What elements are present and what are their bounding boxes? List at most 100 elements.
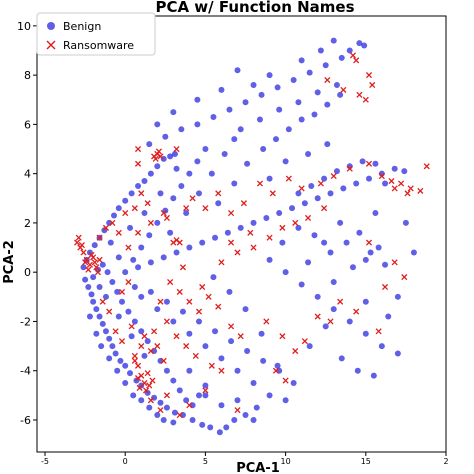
benign-point [256,116,263,123]
benign-point [337,219,344,226]
ransomware-point [157,298,164,305]
benign-point [131,318,138,325]
ransomware-point [423,163,430,170]
benign-point [147,170,154,177]
benign-point [258,330,265,337]
benign-point [122,269,129,276]
benign-point [115,313,122,320]
benign-point [146,404,153,411]
benign-point [93,330,100,337]
benign-point [212,328,219,335]
ransomware-point [247,229,254,236]
benign-point [250,416,257,423]
ransomware-point [186,298,193,305]
benign-point [147,288,154,295]
ransomware-point [106,308,113,315]
benign-point [138,397,145,404]
benign-point [109,343,116,350]
benign-point [244,160,251,167]
ransomware-point [136,384,143,392]
benign-point [330,306,337,313]
ransomware-point [346,165,353,172]
ransomware-point [75,234,82,241]
benign-point [340,185,347,192]
benign-point [163,404,170,411]
benign-point [122,380,129,387]
benign-point [290,380,297,387]
benign-point [327,190,334,197]
benign-point [170,377,177,384]
legend-marker-ransomware [46,40,56,50]
benign-point [242,306,249,313]
benign-point [215,200,222,207]
benign-point [141,352,148,359]
ransomware-point [292,219,299,226]
ransomware-point [391,185,398,192]
benign-point [170,419,177,426]
ransomware-point [183,343,190,350]
ransomware-point [125,278,132,286]
y-tick-label: 0 [24,266,31,279]
ransomware-point [151,328,158,335]
ransomware-point [398,180,405,187]
benign-point [135,182,142,189]
benign-point [324,141,331,148]
ransomware-point [353,57,360,64]
benign-point [189,416,196,423]
benign-point [226,106,233,113]
benign-point [202,392,209,399]
benign-point [274,362,281,369]
benign-point [308,182,315,189]
benign-point [210,113,217,120]
benign-point [266,72,273,79]
benign-point [282,269,289,276]
benign-point [250,380,257,387]
benign-point [317,47,324,54]
benign-point [154,121,161,128]
benign-point [228,338,235,345]
benign-point [298,57,305,64]
benign-point [170,109,177,116]
benign-point [173,165,180,172]
benign-point [321,175,328,182]
benign-point [122,362,129,369]
benign-point [338,355,345,362]
ransomware-point [330,173,337,180]
benign-point [349,264,356,271]
ransomware-point [381,283,389,291]
ransomware-point [353,308,360,315]
benign-point [346,318,353,325]
ransomware-point [163,392,170,399]
benign-point [138,293,145,300]
benign-point [295,99,302,106]
benign-point [322,62,329,69]
benign-point [99,320,106,327]
ransomware-point [391,259,398,266]
ransomware-point [208,362,215,369]
ransomware-point [96,256,103,263]
benign-point [226,288,233,295]
ransomware-point [125,244,132,251]
benign-point [314,195,321,202]
ransomware-point [404,190,411,197]
benign-point [276,367,283,374]
legend-box [36,12,156,56]
ransomware-point [144,370,151,377]
benign-point [90,298,97,305]
benign-point [128,190,135,197]
benign-point [91,242,98,249]
benign-point [157,357,164,364]
x-tick-label: 0 [123,457,128,466]
benign-point [216,429,223,436]
ransomware-point [234,249,241,256]
ransomware-point [94,269,102,276]
ransomware-point [269,190,276,197]
ransomware-point [375,328,382,335]
y-tick-label: 2 [24,217,31,230]
ransomware-point [256,180,264,187]
benign-point [295,190,302,197]
ransomware-point [292,347,299,355]
benign-point [301,200,308,207]
ransomware-point [285,175,292,182]
